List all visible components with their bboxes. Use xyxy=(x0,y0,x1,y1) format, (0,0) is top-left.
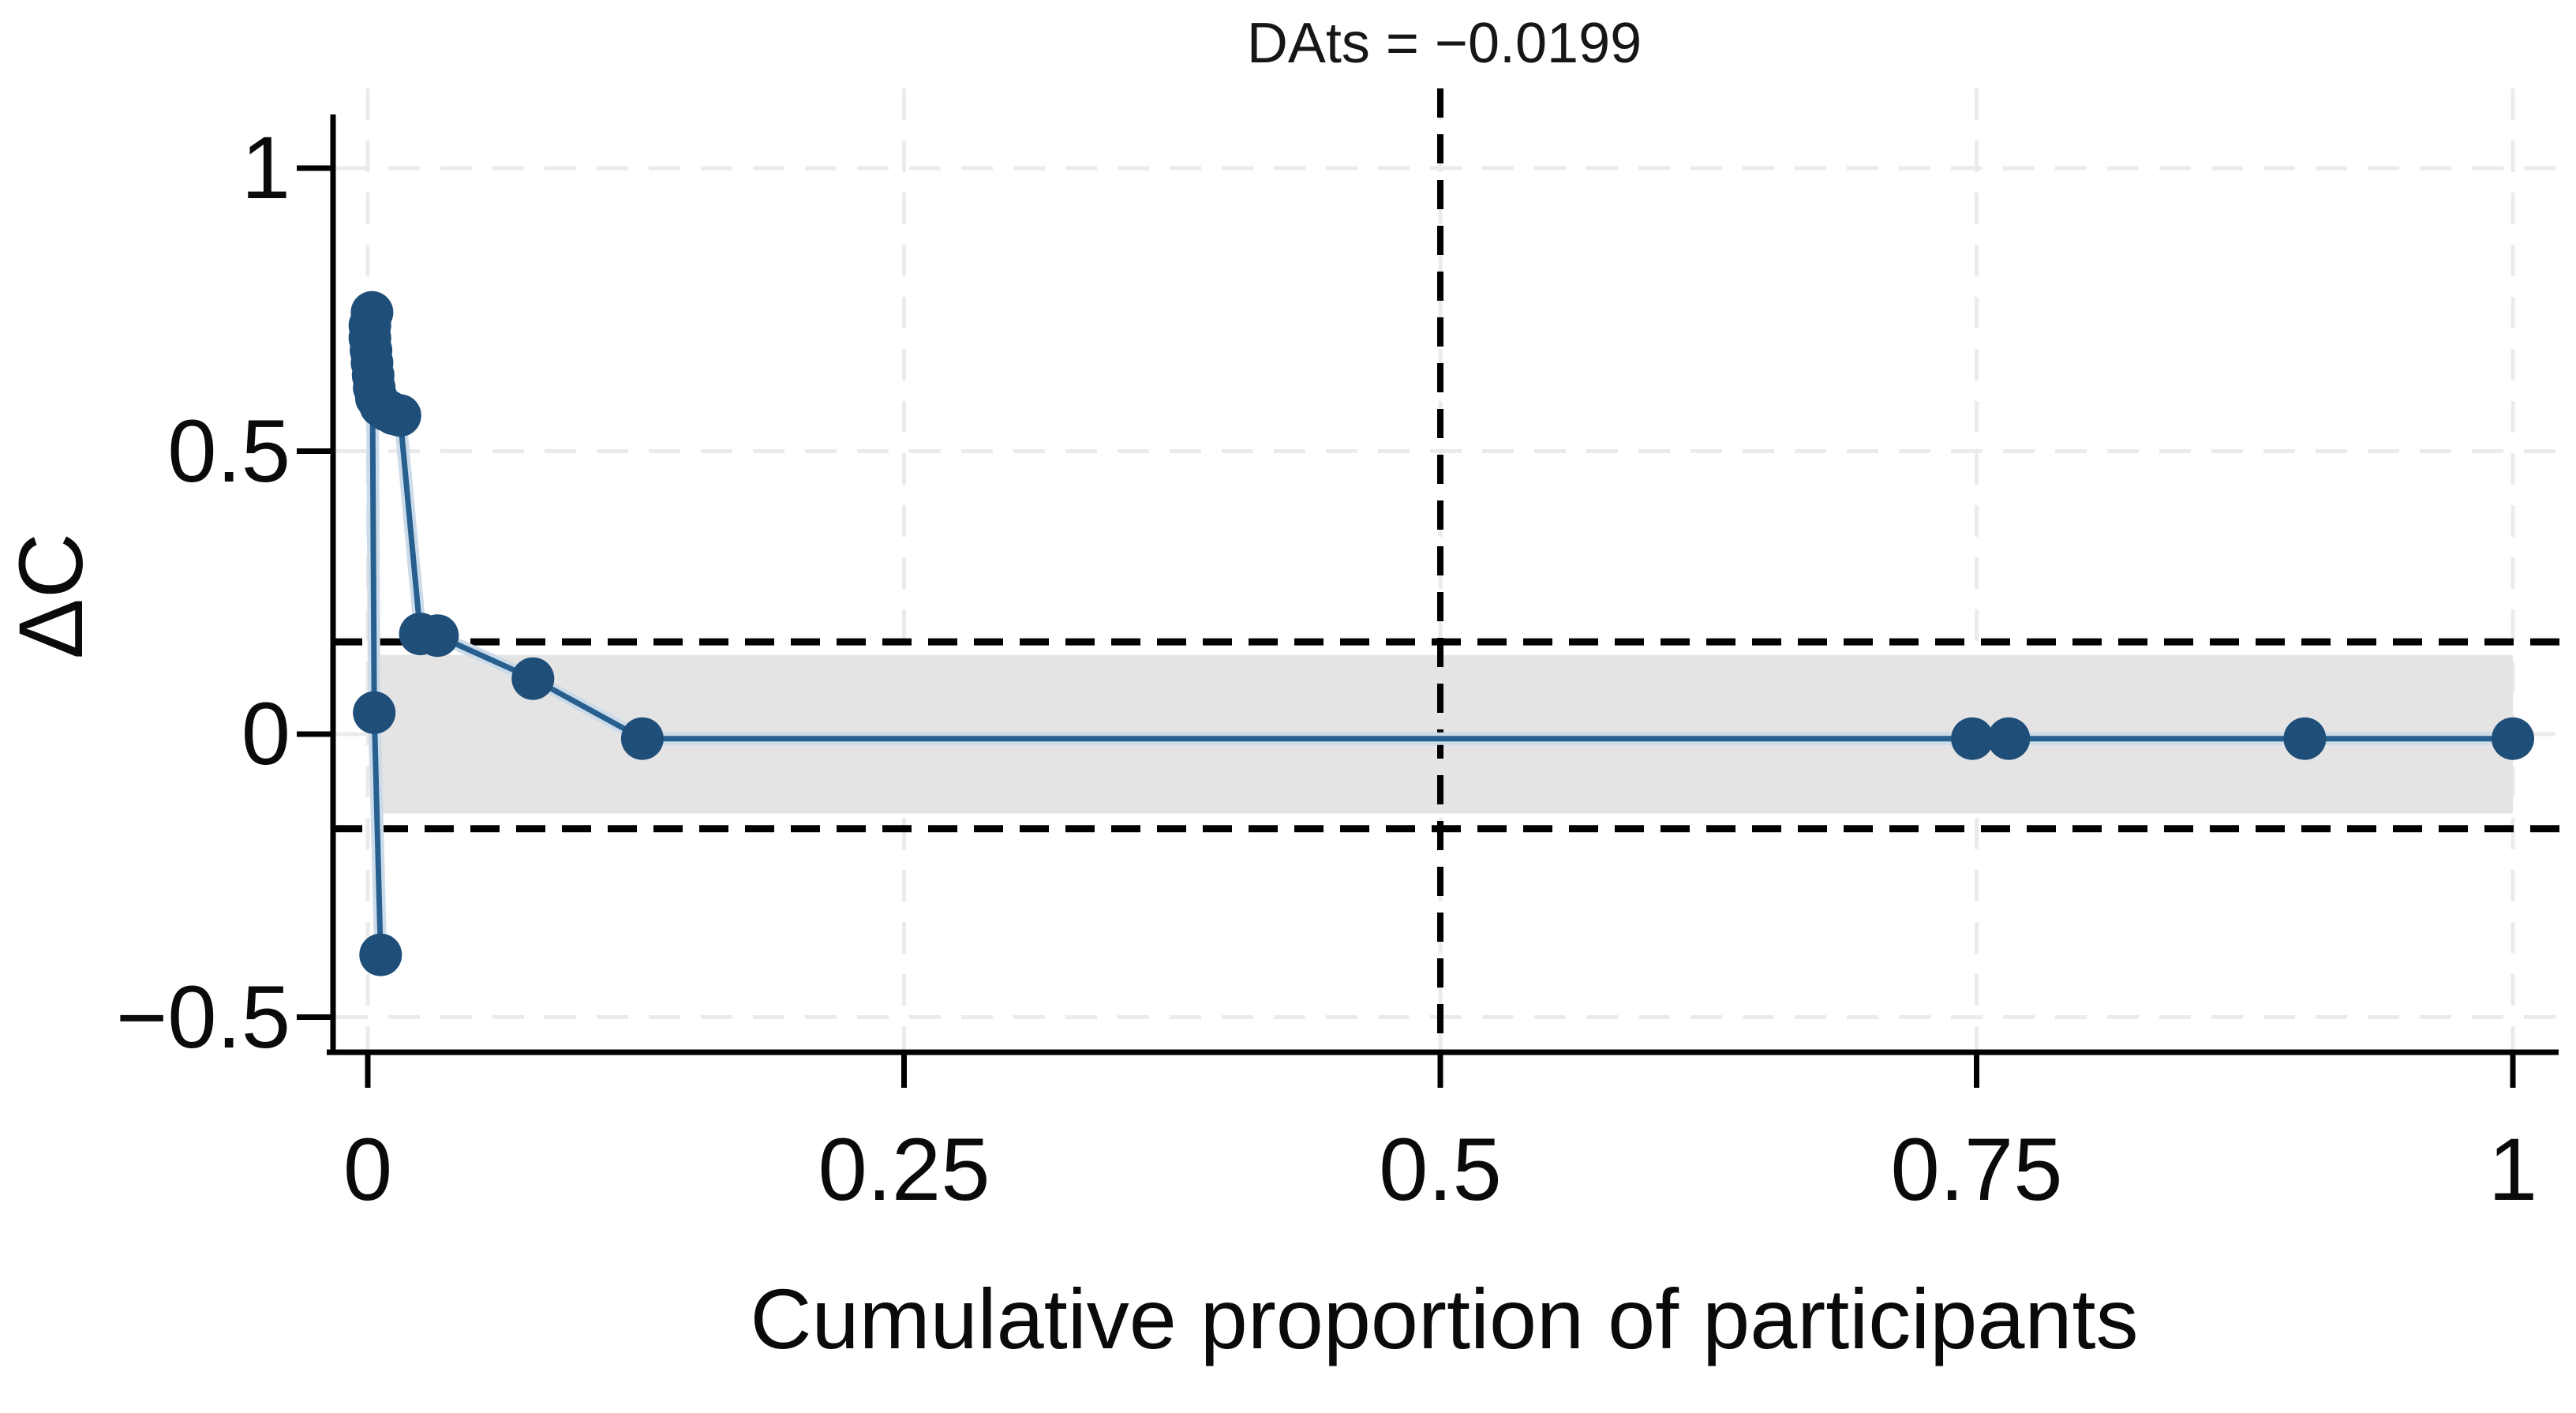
x-tick-label: 1 xyxy=(2488,1120,2538,1219)
x-tick-label: 0.25 xyxy=(818,1120,990,1219)
data-point xyxy=(416,614,459,658)
chart-title: DAts = −0.0199 xyxy=(1246,12,1642,75)
x-axis-label: Cumulative proportion of participants xyxy=(750,1271,2139,1366)
y-tick-label: −0.5 xyxy=(115,967,290,1066)
x-tick-label: 0.75 xyxy=(1890,1120,2063,1219)
data-point xyxy=(378,394,421,437)
data-point xyxy=(359,933,402,976)
data-point xyxy=(1987,717,2031,760)
data-point xyxy=(2283,717,2327,760)
y-tick-label: 0.5 xyxy=(167,401,290,500)
y-tick-label: 0 xyxy=(241,684,290,783)
y-tick-label: 1 xyxy=(241,118,290,217)
data-point xyxy=(511,657,555,700)
x-tick-label: 0.5 xyxy=(1379,1120,1502,1219)
data-point xyxy=(2492,717,2534,760)
data-point xyxy=(620,717,664,760)
y-axis-label: ΔC xyxy=(1,533,102,659)
data-point xyxy=(1951,717,1994,760)
data-point xyxy=(353,691,396,734)
x-tick-label: 0 xyxy=(343,1120,393,1219)
